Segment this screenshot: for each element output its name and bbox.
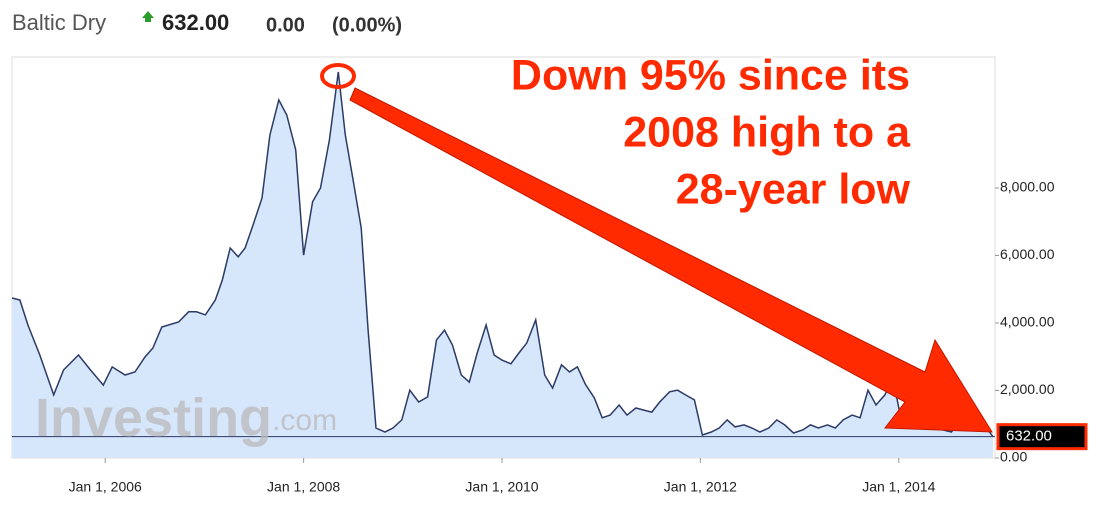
y-tick-label: 6,000.00 (1000, 246, 1055, 262)
y-tick-label: 4,000.00 (1000, 314, 1055, 330)
annotation-line: 2008 high to a (623, 108, 911, 156)
annotation-line: Down 95% since its (511, 51, 910, 99)
area (12, 71, 994, 459)
x-tick-label: Jan 1, 2008 (267, 479, 340, 495)
up-arrow (142, 11, 154, 22)
peak-circle (320, 63, 356, 89)
x-tick-label: Jan 1, 2012 (664, 479, 737, 495)
chart-title: Baltic Dry (12, 10, 106, 35)
watermark-suffix: .com (272, 404, 337, 437)
x-tick-label: Jan 1, 2010 (465, 479, 538, 495)
price: 632.00 (162, 10, 229, 35)
annotation-line: 28-year low (676, 165, 911, 213)
last-value-box (996, 423, 1088, 451)
x-tick-label: Jan 1, 2014 (862, 479, 935, 495)
y-tick-label: 2,000.00 (1000, 381, 1055, 397)
y-tick-label: 0.00 (1000, 449, 1027, 465)
y-tick-label: 8,000.00 (1000, 179, 1055, 195)
arrow (349, 87, 993, 433)
watermark-main: Investing (35, 388, 272, 448)
line (11, 71, 994, 438)
x-tick-label: Jan 1, 2006 (69, 479, 142, 495)
plot: 632.00 (11, 71, 1088, 463)
change: 0.00 (266, 14, 305, 36)
watermark: Investing.com (35, 388, 337, 448)
change-pct: (0.00%) (332, 14, 402, 36)
last-value-label: 632.00 (1006, 428, 1052, 445)
